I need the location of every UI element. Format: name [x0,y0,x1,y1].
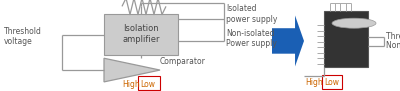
Bar [324,11,368,67]
Text: amplifier: amplifier [122,35,160,44]
Bar [322,75,342,89]
Text: Threshold voltage: Threshold voltage [386,32,400,41]
Bar [104,14,178,55]
Text: High: High [305,78,323,87]
Polygon shape [104,58,160,82]
Text: Low: Low [140,80,155,89]
Circle shape [332,18,376,28]
Text: High: High [122,80,140,89]
Text: Non-isolated
Power supply: Non-isolated Power supply [226,29,277,48]
Text: Low: Low [324,78,339,87]
Text: Comparator: Comparator [160,57,206,66]
Text: Isolated
power supply: Isolated power supply [226,4,277,24]
Text: Threshold
voltage: Threshold voltage [4,27,42,46]
Polygon shape [272,15,304,66]
Bar [138,76,160,90]
Text: Isolation: Isolation [123,24,159,33]
Text: Non-isolated power supply: Non-isolated power supply [386,41,400,50]
